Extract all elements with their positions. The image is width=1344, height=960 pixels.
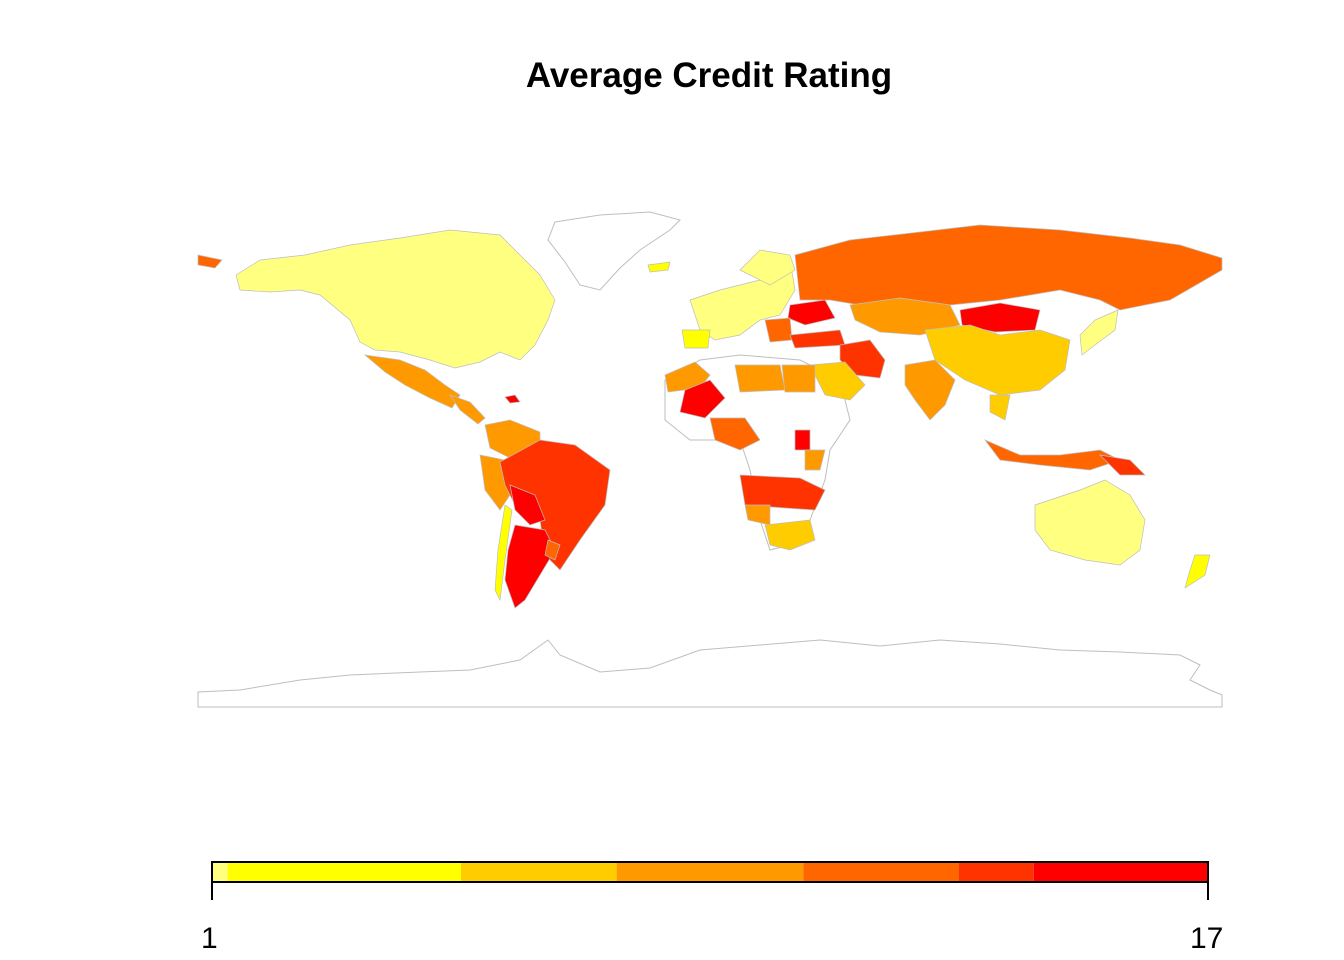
legend-bin-1 [212,862,228,882]
country-southeast-asia [989,394,1011,421]
country-japan-korea [1079,309,1119,356]
country-alaska-east [197,254,223,269]
legend-bin-7 [1033,862,1208,882]
country-iran [839,339,886,379]
country-bolivia [509,484,546,526]
country-iberia [681,329,711,349]
country-china [924,324,1071,396]
country-argentina [504,524,556,609]
country-south-africa [764,519,816,551]
country-cuba [504,394,521,404]
legend-bin-4 [616,862,804,882]
country-india [904,359,956,421]
legend-bin-3 [461,862,617,882]
country-chile [494,504,513,602]
legend-max-label: 17 [1190,922,1224,955]
map-title: Average Credit Rating [525,56,893,95]
legend-min-label: 1 [201,922,218,955]
country-usa-canada [235,229,556,369]
greenland [547,211,681,291]
country-ukraine [787,299,836,326]
country-greenland-east-island [647,261,671,273]
country-uruguay [544,539,561,561]
country-central-america [449,394,486,425]
country-australia [1034,479,1146,566]
legend-bin-5 [803,862,959,882]
country-new-zealand [1184,554,1211,589]
legend-bins [212,862,1208,882]
country-mali [679,379,726,419]
country-nigeria-gulf [709,417,761,451]
country-egypt [781,364,816,393]
legend-bin-2 [227,862,461,882]
country-scandinavia [739,249,796,286]
legend-bin-6 [959,862,1034,882]
country-kenya [804,449,826,471]
antarctica [197,639,1223,708]
country-mongolia [959,302,1041,333]
country-papua-new-guinea [1098,454,1146,476]
country-saudi-arabia [809,361,866,401]
